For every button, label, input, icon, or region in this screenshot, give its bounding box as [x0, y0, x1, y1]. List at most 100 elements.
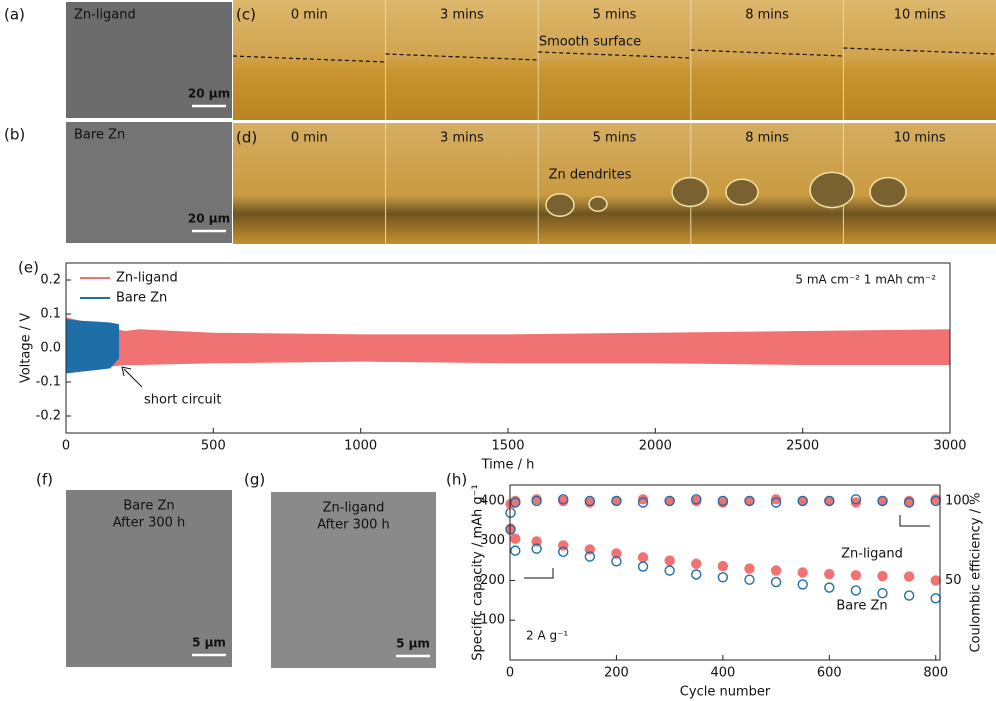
data-point [584, 551, 596, 562]
y-tick-label: 300 [480, 533, 505, 548]
x-tick-label: 500 [201, 439, 226, 454]
data-point [717, 495, 729, 507]
caption: Zn-ligand [323, 501, 385, 516]
micrograph [66, 2, 232, 118]
annotation: 2 A g⁻¹ [526, 629, 568, 643]
time-label: 10 mins [894, 8, 946, 23]
x-tick-label: 600 [817, 666, 842, 681]
legend-label: Zn-ligand [116, 271, 178, 286]
time-label: 0 min [291, 8, 328, 23]
dendrite [545, 193, 575, 217]
time-label: 3 mins [440, 131, 484, 146]
y-tick-label: -0.2 [36, 409, 61, 424]
dendrite [869, 176, 907, 208]
micrograph [66, 490, 232, 667]
x-axis-label: Time / h [481, 458, 535, 473]
data-point [611, 556, 622, 567]
y2-tick-label: 100 [945, 493, 970, 508]
data-point [850, 494, 862, 505]
y2-tick-label: 50 [945, 573, 962, 588]
y-tick-label: 200 [480, 573, 505, 588]
dendrite [671, 176, 709, 208]
data-point [717, 560, 729, 572]
data-point [744, 563, 755, 574]
data-point [510, 497, 521, 508]
surface-line [690, 49, 844, 57]
annotation: Zn-ligand [841, 547, 903, 562]
x-tick-label: 3000 [933, 439, 966, 454]
panel-label: (a) [4, 6, 25, 24]
data-point [611, 495, 622, 507]
y2-axis-label: Coulombic efficiency / % [969, 492, 984, 652]
x-tick-label: 1500 [491, 439, 524, 454]
voltage-band [66, 319, 120, 374]
x-tick-label: 200 [604, 666, 629, 681]
data-point [903, 590, 915, 601]
voltage-band [66, 317, 950, 372]
data-point [531, 495, 542, 507]
y-axis-label: Voltage / V [19, 313, 34, 383]
data-point [797, 579, 808, 590]
time-label: 0 min [291, 131, 328, 146]
micrograph [271, 492, 436, 668]
data-point [877, 587, 888, 599]
x-tick-label: 2000 [639, 439, 672, 454]
data-point [930, 575, 941, 586]
x-axis-label: Cycle number [680, 685, 771, 700]
surface-line [385, 53, 539, 61]
data-point [824, 495, 835, 507]
x-tick-label: 0 [506, 666, 514, 681]
panel-label: (b) [4, 126, 25, 144]
data-point [903, 497, 915, 508]
time-label: 5 mins [593, 8, 637, 23]
data-point [717, 572, 729, 583]
annotation: Bare Zn [836, 599, 887, 614]
data-point [584, 544, 596, 555]
data-point [558, 546, 569, 558]
y-tick-label: 400 [480, 493, 505, 508]
scale-label: 20 μm [188, 87, 230, 101]
data-point [850, 585, 862, 596]
time-label: 8 mins [745, 131, 789, 146]
surface-line [232, 55, 386, 63]
y-tick-label: 0.0 [40, 341, 61, 356]
panel-label: (f) [36, 471, 53, 489]
data-point [510, 545, 521, 556]
data-point [770, 497, 782, 508]
data-point [691, 558, 702, 569]
panel-note: Zn dendrites [549, 168, 632, 183]
plot-frame [65, 262, 951, 434]
surface-line [538, 51, 691, 59]
arrow [123, 368, 143, 388]
x-tick-label: 2500 [786, 439, 819, 454]
data-point [850, 570, 862, 581]
data-point [531, 536, 542, 547]
data-point [770, 494, 782, 505]
data-point [824, 568, 835, 580]
data-point [850, 497, 862, 508]
data-point [664, 565, 675, 576]
data-point [505, 524, 516, 535]
panel-label: (e) [18, 259, 39, 277]
time-label: 8 mins [745, 8, 789, 23]
caption: After 300 h [317, 518, 390, 533]
caption: Bare Zn [123, 499, 174, 514]
data-point [770, 565, 782, 576]
data-point [531, 543, 542, 554]
data-point [744, 574, 755, 585]
panel-label: (d) [236, 129, 257, 147]
data-point [824, 582, 835, 593]
data-point [611, 548, 622, 559]
surface-line [843, 47, 996, 55]
legend-label: Bare Zn [116, 291, 167, 306]
data-point [797, 495, 808, 507]
data-point [664, 555, 675, 566]
y-tick-label: 0.1 [40, 307, 61, 322]
data-point [877, 570, 888, 582]
time-label: 5 mins [593, 131, 637, 146]
panel-label: (c) [236, 6, 256, 24]
data-point [664, 495, 675, 507]
y-tick-label: 100 [480, 613, 505, 628]
data-point [510, 533, 521, 544]
time-label: 10 mins [894, 131, 946, 146]
